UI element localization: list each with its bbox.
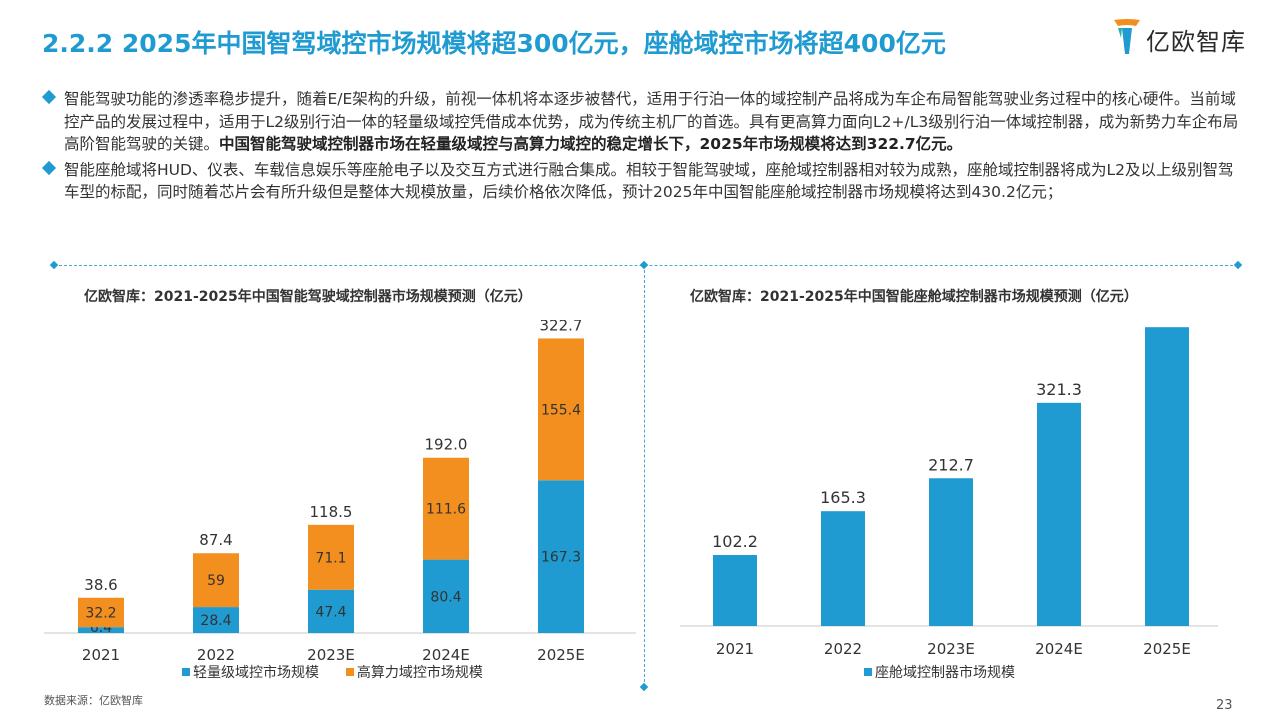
legend-label: 轻量级域控市场规模 xyxy=(193,665,319,681)
divider-dot-icon xyxy=(49,260,59,270)
bar-data-label: 28.4 xyxy=(200,613,231,629)
x-tick-label: 2023E xyxy=(927,640,975,658)
bar-data-label: 47.4 xyxy=(315,604,346,620)
bar-segment xyxy=(538,480,584,633)
legend-swatch xyxy=(864,668,872,676)
x-tick-label: 2022 xyxy=(824,640,862,658)
x-tick-label: 2025E xyxy=(537,646,585,664)
data-source: 数据来源：亿欧智库 xyxy=(44,694,143,707)
bar-total-label: 118.5 xyxy=(310,503,353,521)
right-chart-legend: 座舱域控制器市场规模 xyxy=(864,662,1015,682)
bar-total-label: 38.6 xyxy=(84,576,117,594)
bar-data-label: 430.2 xyxy=(1144,320,1190,323)
x-tick-label: 2021 xyxy=(716,640,754,658)
legend-swatch xyxy=(345,668,354,676)
bullet-bold-text: 中国智能驾驶域控制器市场在轻量级域控与高算力域控的稳定增长下，2025年市场规模… xyxy=(219,135,963,154)
bar-segment xyxy=(423,457,469,560)
x-tick-label: 2024E xyxy=(422,646,470,664)
diamond-bullet-icon xyxy=(41,160,57,175)
cockpit-domain-chart: 102.2 2021 165.3 2022 212.7 2023E 321.3 2024E 43… xyxy=(680,320,1218,658)
bar-data-label: 212.7 xyxy=(928,455,974,474)
bar-total-label: 192.0 xyxy=(425,436,468,454)
bar-data-label: 165.3 xyxy=(820,488,866,507)
bullet-item: 智能驾驶功能的渗透率稳步提升，随着E/E架构的升级，前视一体机将本逐步被替代，适… xyxy=(41,88,1240,156)
bar xyxy=(1145,327,1189,626)
divider-dot-icon xyxy=(639,682,649,692)
bar-segment xyxy=(308,589,354,633)
bar-total-label: 87.4 xyxy=(199,531,232,549)
bar xyxy=(713,555,757,626)
bar-data-label: 155.4 xyxy=(541,402,581,418)
logo: 亿欧智库 xyxy=(1112,16,1252,60)
bar xyxy=(1037,402,1081,626)
bar-data-label: 321.3 xyxy=(1036,380,1082,399)
legend-label: 高算力域控市场规模 xyxy=(356,665,483,681)
right-chart-title: 亿欧智库：2021-2025年中国智能座舱域控制器市场规模预测（亿元） xyxy=(690,289,1138,305)
divider-dot-icon xyxy=(639,260,649,270)
x-tick-label: 2023E xyxy=(307,646,355,664)
bar xyxy=(929,478,973,626)
bar xyxy=(821,511,865,626)
bar-data-label: 59 xyxy=(207,573,225,589)
bullet-item: 智能座舱域将HUD、仪表、车载信息娱乐等座舱电子以及交互方式进行融合集成。相较于… xyxy=(41,159,1240,204)
x-tick-label: 2022 xyxy=(197,646,235,664)
divider-dot-icon xyxy=(1233,260,1243,270)
bullet-text: 智能驾驶功能的渗透率稳步提升，随着E/E架构的升级，前视一体机将本逐步被替代，适… xyxy=(64,90,1239,154)
bar-data-label: 71.1 xyxy=(315,550,346,566)
bar-data-label: 111.6 xyxy=(426,502,466,518)
bar-data-label: 102.2 xyxy=(712,532,758,551)
legend-label: 座舱域控制器市场规模 xyxy=(875,665,1015,681)
legend-swatch xyxy=(182,668,190,676)
x-tick-label: 2025E xyxy=(1143,640,1191,658)
bar-data-label: 80.4 xyxy=(430,589,461,605)
bullet-list: 智能驾驶功能的渗透率稳步提升，随着E/E架构的升级，前视一体机将本逐步被替代，适… xyxy=(41,88,1240,207)
bar-segment xyxy=(193,553,239,608)
bar-segment xyxy=(423,559,469,633)
bar-total-label: 322.7 xyxy=(540,320,583,334)
page-number: 23 xyxy=(1216,698,1233,713)
driving-domain-chart: 6.432.238.6202128.45987.4202247.471.1118… xyxy=(44,320,636,664)
logo-text: 亿欧智库 xyxy=(1146,28,1246,56)
left-chart-title: 亿欧智库：2021-2025年中国智能驾驶域控制器市场规模预测（亿元） xyxy=(84,289,532,305)
bar-segment xyxy=(538,338,584,481)
bar-segment xyxy=(78,627,124,633)
bullet-text: 智能座舱域将HUD、仪表、车载信息娱乐等座舱电子以及交互方式进行融合集成。相较于… xyxy=(64,160,1234,202)
bar-data-label: 32.2 xyxy=(85,605,116,621)
left-chart-legend: 轻量级域控市场规模 高算力域控市场规模 xyxy=(182,662,483,682)
divider-vertical xyxy=(644,265,646,687)
diamond-bullet-icon xyxy=(41,89,57,105)
bar-segment xyxy=(193,607,239,633)
bar-segment xyxy=(78,597,124,628)
x-tick-label: 2021 xyxy=(82,646,120,664)
bar-data-label: 167.3 xyxy=(541,550,581,566)
bar-segment xyxy=(308,524,354,590)
x-tick-label: 2024E xyxy=(1035,640,1083,658)
page-title: 2.2.2 2025年中国智驾域控市场规模将超300亿元，座舱域控市场将超400… xyxy=(42,29,946,58)
logo-mark-icon xyxy=(1114,19,1140,54)
